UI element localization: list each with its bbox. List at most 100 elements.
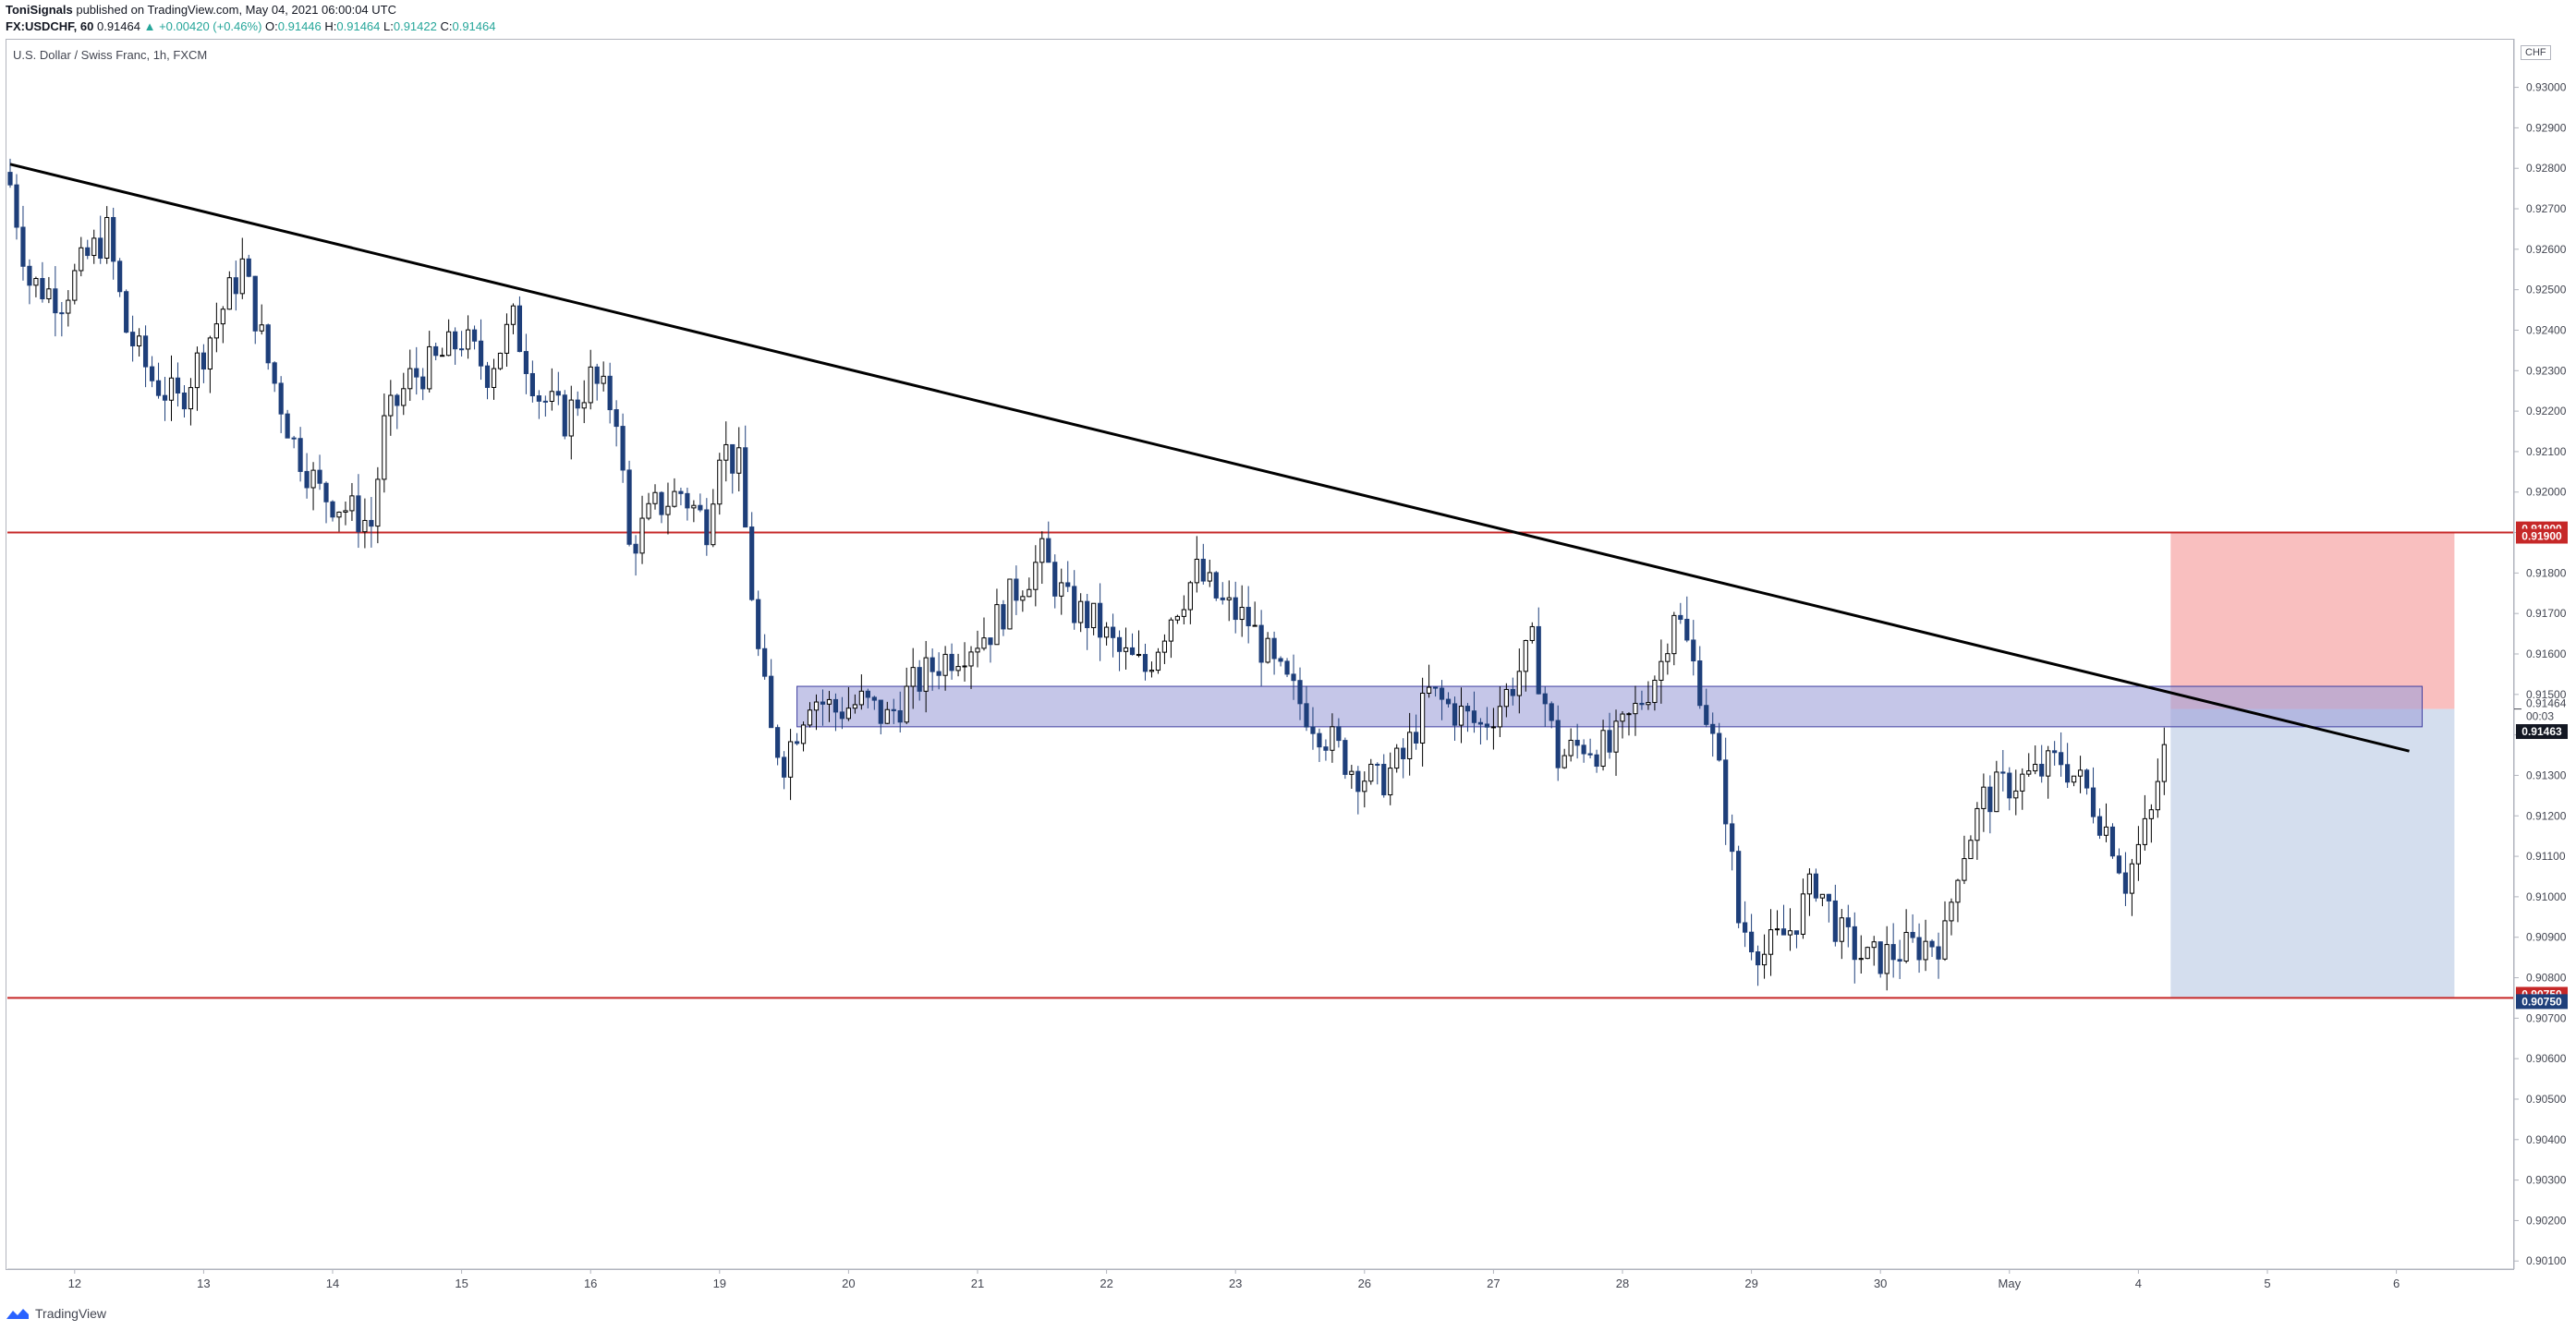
candle-bearish[interactable] bbox=[1691, 639, 1696, 662]
candle-bearish[interactable] bbox=[1936, 946, 1941, 960]
candle-bearish[interactable] bbox=[395, 394, 400, 406]
candle-bearish[interactable] bbox=[1704, 705, 1709, 725]
candle-bullish[interactable] bbox=[1123, 647, 1129, 652]
candle-bearish[interactable] bbox=[1401, 747, 1406, 759]
candle-bearish[interactable] bbox=[1477, 721, 1484, 725]
candle-bullish[interactable] bbox=[66, 299, 71, 314]
candle-bullish[interactable] bbox=[1523, 639, 1528, 672]
candle-bullish[interactable] bbox=[813, 701, 820, 711]
candle-bearish[interactable] bbox=[678, 490, 684, 494]
candle-bullish[interactable] bbox=[601, 375, 606, 384]
candle-bullish[interactable] bbox=[1994, 771, 1999, 813]
candle-bearish[interactable] bbox=[1813, 873, 1819, 899]
candle-bullish[interactable] bbox=[975, 647, 980, 653]
candle-bullish[interactable] bbox=[568, 399, 574, 437]
candle-bullish[interactable] bbox=[1568, 739, 1574, 756]
candle-bearish[interactable] bbox=[1317, 732, 1322, 748]
candle-bullish[interactable] bbox=[1665, 653, 1671, 662]
candle-bearish[interactable] bbox=[1046, 538, 1051, 563]
candle-bearish[interactable] bbox=[794, 741, 800, 744]
candle-bearish[interactable] bbox=[1381, 764, 1387, 796]
candle-bullish[interactable] bbox=[1671, 614, 1677, 655]
candle-bearish[interactable] bbox=[1052, 562, 1058, 597]
candle-bearish[interactable] bbox=[233, 277, 238, 295]
candle-bearish[interactable] bbox=[1129, 647, 1136, 656]
candle-bearish[interactable] bbox=[2096, 816, 2103, 836]
candle-bearish[interactable] bbox=[614, 409, 619, 428]
candle-bullish[interactable] bbox=[1652, 679, 1658, 704]
candle-bullish[interactable] bbox=[2148, 809, 2154, 819]
candle-bullish[interactable] bbox=[1839, 917, 1844, 942]
candle-bearish[interactable] bbox=[936, 671, 942, 676]
candle-bearish[interactable] bbox=[871, 696, 877, 701]
candle-bearish[interactable] bbox=[2116, 855, 2122, 874]
candle-bearish[interactable] bbox=[620, 426, 626, 471]
candle-bullish[interactable] bbox=[1659, 660, 1664, 681]
candle-bearish[interactable] bbox=[2122, 872, 2129, 894]
candle-bearish[interactable] bbox=[1445, 698, 1452, 705]
candle-bullish[interactable] bbox=[1252, 624, 1258, 627]
candle-bearish[interactable] bbox=[730, 443, 735, 474]
candle-bullish[interactable] bbox=[407, 368, 413, 390]
candle-bullish[interactable] bbox=[1600, 730, 1606, 768]
candle-bearish[interactable] bbox=[1736, 851, 1742, 924]
candle-bullish[interactable] bbox=[1104, 626, 1110, 638]
candle-bullish[interactable] bbox=[491, 368, 497, 388]
candle-bearish[interactable] bbox=[1355, 770, 1361, 793]
candle-bullish[interactable] bbox=[1155, 651, 1161, 672]
author-name[interactable]: ToniSignals bbox=[6, 3, 73, 17]
candle-bullish[interactable] bbox=[213, 323, 219, 339]
candle-bullish[interactable] bbox=[549, 391, 554, 402]
candle-bearish[interactable] bbox=[1587, 753, 1593, 756]
candle-bullish[interactable] bbox=[1490, 726, 1497, 729]
candle-bullish[interactable] bbox=[1161, 640, 1168, 653]
candle-bullish[interactable] bbox=[427, 345, 432, 390]
candle-bullish[interactable] bbox=[904, 685, 909, 723]
candle-bearish[interactable] bbox=[626, 469, 632, 545]
candle-bullish[interactable] bbox=[1039, 538, 1045, 563]
candle-bearish[interactable] bbox=[762, 647, 768, 677]
candle-bearish[interactable] bbox=[246, 258, 251, 277]
candle-bullish[interactable] bbox=[362, 519, 368, 533]
candle-bullish[interactable] bbox=[646, 502, 651, 519]
candle-bearish[interactable] bbox=[1065, 582, 1071, 587]
candle-bearish[interactable] bbox=[1607, 730, 1612, 753]
candle-bullish[interactable] bbox=[1059, 582, 1064, 597]
candle-bearish[interactable] bbox=[1826, 893, 1831, 901]
candle-bearish[interactable] bbox=[536, 395, 541, 402]
candle-bearish[interactable] bbox=[265, 324, 271, 364]
candle-bearish[interactable] bbox=[1452, 703, 1458, 726]
candle-bullish[interactable] bbox=[2135, 843, 2142, 865]
candle-bearish[interactable] bbox=[433, 345, 439, 357]
candle-bullish[interactable] bbox=[2046, 750, 2051, 777]
candle-bearish[interactable] bbox=[1890, 944, 1896, 961]
candle-bullish[interactable] bbox=[446, 331, 452, 357]
candle-bullish[interactable] bbox=[1787, 930, 1793, 936]
candle-bearish[interactable] bbox=[1730, 823, 1735, 853]
candle-bullish[interactable] bbox=[239, 258, 245, 295]
candle-bullish[interactable] bbox=[968, 651, 974, 667]
candle-bullish[interactable] bbox=[691, 504, 697, 509]
candle-bearish[interactable] bbox=[2059, 752, 2064, 766]
candle-bearish[interactable] bbox=[317, 469, 322, 484]
candle-bullish[interactable] bbox=[1194, 558, 1199, 584]
candle-bearish[interactable] bbox=[7, 172, 13, 186]
candle-bullish[interactable] bbox=[1884, 944, 1889, 974]
candle-bearish[interactable] bbox=[775, 727, 781, 758]
candle-bullish[interactable] bbox=[1871, 941, 1877, 949]
candle-bullish[interactable] bbox=[955, 666, 961, 672]
candle-bullish[interactable] bbox=[2033, 763, 2038, 772]
candle-bearish[interactable] bbox=[59, 312, 65, 315]
candle-bearish[interactable] bbox=[252, 275, 258, 332]
candle-bullish[interactable] bbox=[1407, 732, 1413, 759]
candle-bearish[interactable] bbox=[1471, 710, 1477, 723]
candle-bearish[interactable] bbox=[1271, 637, 1277, 659]
candle-bearish[interactable] bbox=[1085, 600, 1090, 629]
candle-bullish[interactable] bbox=[1626, 713, 1632, 716]
candle-bearish[interactable] bbox=[2007, 772, 2012, 799]
candle-bearish[interactable] bbox=[2084, 769, 2090, 789]
candle-bearish[interactable] bbox=[1323, 746, 1329, 751]
candle-bullish[interactable] bbox=[1806, 873, 1813, 895]
candle-bullish[interactable] bbox=[807, 709, 813, 726]
candle-bullish[interactable] bbox=[226, 277, 232, 310]
